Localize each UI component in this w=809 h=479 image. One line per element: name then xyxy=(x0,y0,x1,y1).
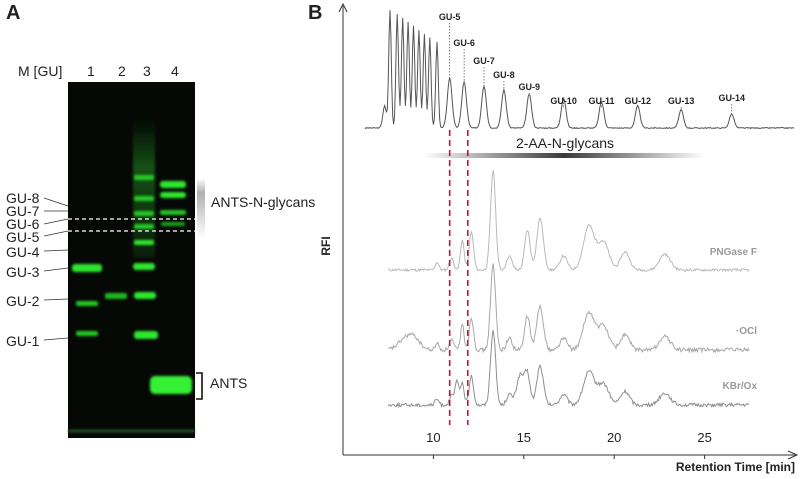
lane-1-header: 1 xyxy=(87,63,95,79)
gu-2-pointer xyxy=(43,298,69,301)
lane-3-header: 3 xyxy=(143,63,151,79)
gu-4-label: GU-4 xyxy=(6,244,40,260)
gu-4-pointer xyxy=(43,249,69,252)
ladder-trace xyxy=(364,10,795,130)
gu-1-label: GU-1 xyxy=(6,333,40,349)
gu-2-label: GU-2 xyxy=(6,293,40,309)
glycan-range-bar xyxy=(197,178,205,238)
lane-4-ants-band xyxy=(150,376,192,394)
ladder-label: GU-13 xyxy=(668,96,695,106)
gu-6-label: GU-6 xyxy=(6,216,40,232)
ladder-label: GU-14 xyxy=(718,93,745,103)
x-axis-label: Retention Time [min] xyxy=(676,460,795,474)
ladder-label: GU-11 xyxy=(589,96,615,106)
ladder-label: GU-12 xyxy=(624,96,651,106)
ladder-label: GU-8 xyxy=(493,70,515,80)
ants-bracket xyxy=(196,372,203,400)
ladder-labels: GU-5GU-6GU-7GU-8GU-9GU-10 GU-11 GU-12 GU-13… xyxy=(439,12,745,114)
ladder-label: GU-5 xyxy=(439,12,461,22)
lane-1-band-gu3 xyxy=(72,264,102,272)
lane-1-band-gu1 xyxy=(76,331,98,336)
gu-6-pointer xyxy=(43,218,69,225)
marker-lane-header: M [GU] xyxy=(18,63,63,79)
ladder-label: GU-7 xyxy=(473,56,495,66)
lane-3-smear xyxy=(133,118,155,258)
ants-label: ANTS xyxy=(210,375,248,391)
x-ticks: 10 15 20 25 xyxy=(426,430,712,459)
gu-7-label: GU-7 xyxy=(6,203,40,219)
series-label-pngase-f: PNGase F xyxy=(710,247,757,258)
x-tick-label: 20 xyxy=(607,430,621,445)
trace-kbr-ox xyxy=(387,329,750,409)
gel-bands xyxy=(68,118,195,432)
lane-3-band xyxy=(133,263,155,270)
series-label-kbr-ox: KBr/Ox xyxy=(723,381,758,392)
x-tick-label: 25 xyxy=(697,430,711,445)
lane-2-band xyxy=(105,293,127,299)
lane-3-band xyxy=(134,240,154,245)
panel-b-letter: B xyxy=(308,2,323,24)
trace-ocl xyxy=(387,263,750,354)
series-label-ocl: ·OCl xyxy=(736,326,757,337)
aa-glycan-band-label: 2-AA-N-glycans xyxy=(516,135,614,151)
ladder-label: GU-9 xyxy=(518,82,540,92)
lane-3-band xyxy=(134,224,154,229)
x-tick-label: 10 xyxy=(426,430,440,445)
ants-n-glycans-label: ANTS-N-glycans xyxy=(211,194,316,210)
panel-a-letter: A xyxy=(6,2,21,24)
ladder-label: GU-6 xyxy=(453,38,475,48)
lane-3-band xyxy=(134,292,156,299)
lane-3-band xyxy=(134,196,154,201)
lane-4-band xyxy=(160,210,186,215)
lane-1-band-gu2 xyxy=(76,301,98,306)
x-tick-label: 15 xyxy=(517,430,531,445)
y-axis-label: RFI xyxy=(319,236,333,255)
lane-4-band xyxy=(160,192,186,198)
aa-glycan-band xyxy=(423,153,705,158)
gu-8-pointer xyxy=(43,197,69,207)
lane-4-band xyxy=(160,181,186,188)
gu-pointers xyxy=(43,197,69,341)
lane-3-band xyxy=(134,211,154,216)
gu-1-pointer xyxy=(43,337,69,341)
gel-bottom-line xyxy=(68,430,195,432)
lane-4-band xyxy=(161,222,185,226)
gu-3-label: GU-3 xyxy=(6,264,40,280)
gu-5-label: GU-5 xyxy=(6,229,40,245)
red-dashed-lines xyxy=(448,130,469,425)
gu-3-pointer xyxy=(43,267,69,272)
lane-3-band xyxy=(134,331,158,339)
x-axis-arrow xyxy=(787,450,799,460)
trace-pngase-f xyxy=(387,170,750,273)
y-axis-arrow xyxy=(338,2,348,13)
gu-8-label: GU-8 xyxy=(6,190,40,206)
lane-2-header: 2 xyxy=(118,63,126,79)
lane-4-header: 4 xyxy=(171,63,179,79)
gu-5-pointer xyxy=(43,230,69,237)
lane-3-band xyxy=(134,175,154,180)
